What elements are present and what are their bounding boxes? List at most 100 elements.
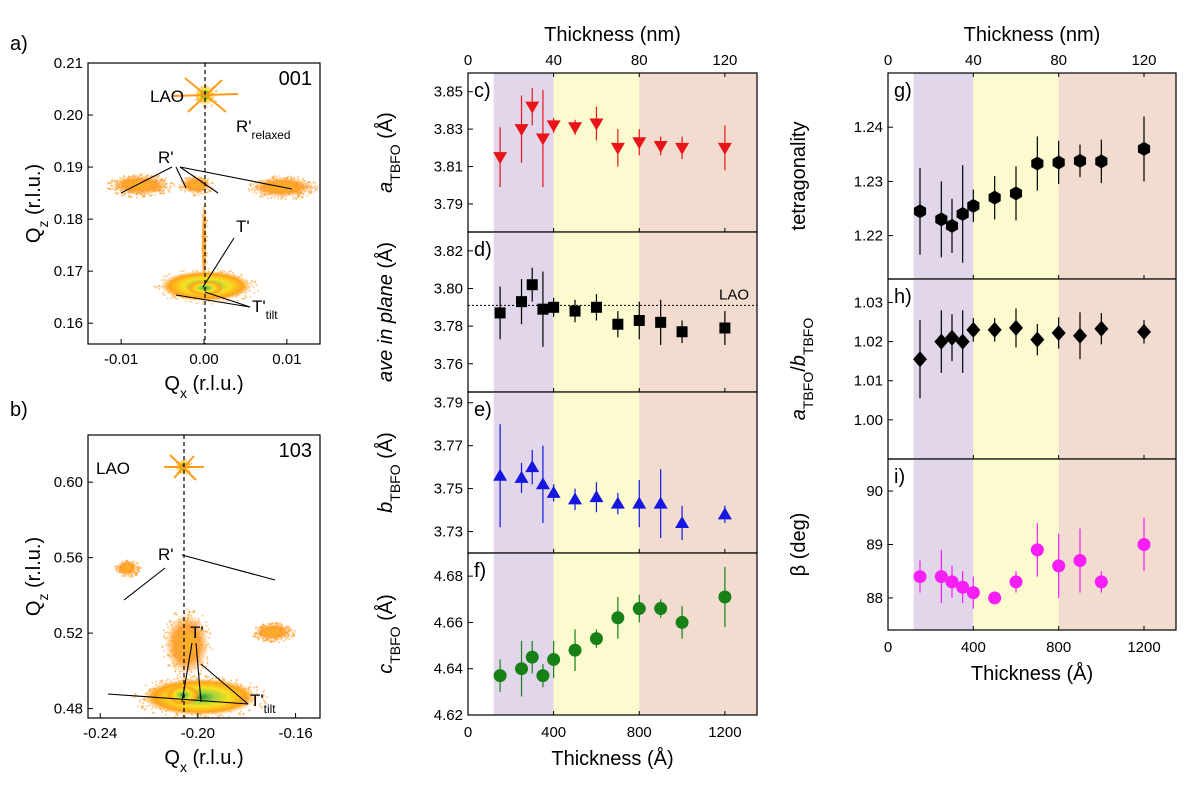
speckle (169, 187, 171, 190)
speckle (263, 694, 265, 696)
speckle (180, 180, 182, 183)
speckle (227, 716, 230, 718)
speckle (215, 677, 217, 680)
y-axis-label: aTBFO (Å) (374, 112, 403, 193)
speckle (155, 680, 158, 683)
panel-c: 3.79 3.81 3.83 3.85 c) aTBFO (Å) (374, 72, 758, 233)
y-tick-label: 4.66 (434, 614, 463, 631)
speckle (266, 696, 268, 698)
intensity-blob (254, 623, 292, 641)
speckle (215, 90, 218, 93)
speckle (163, 294, 166, 296)
speckle (262, 196, 264, 198)
x-tick-label: 400 (961, 639, 986, 656)
data-point (1095, 154, 1108, 169)
speckle (249, 185, 252, 187)
y-axis-label: tetragonality (788, 122, 810, 231)
x-tick-label: 0.00 (189, 351, 218, 368)
speckle (236, 299, 239, 302)
speckle (223, 678, 226, 681)
speckle (167, 297, 169, 300)
speckle (154, 194, 157, 196)
speckle (287, 175, 290, 178)
x-top-tick-label: 80 (631, 52, 648, 69)
speckle (207, 178, 209, 181)
speckle (251, 280, 254, 283)
speckle (162, 292, 165, 295)
x-top-tick-label: 0 (884, 52, 892, 69)
thickness-region-band (493, 392, 554, 553)
speckle (157, 175, 160, 177)
panel-f: 4.62 4.64 4.66 4.68 f) cTBFO (Å) (374, 552, 758, 724)
speckle (208, 300, 210, 303)
data-point (718, 590, 732, 604)
speckle (188, 610, 190, 613)
data-point (934, 333, 949, 350)
speckle (314, 182, 316, 184)
speckle (116, 193, 119, 195)
speckle (160, 679, 163, 682)
speckle (120, 194, 123, 197)
annotation-label-sub: relaxed (252, 128, 291, 142)
speckle (166, 623, 168, 625)
speckle (130, 196, 133, 199)
speckle (284, 638, 287, 641)
speckle (245, 296, 248, 299)
speckle (260, 195, 262, 197)
speckle (205, 191, 208, 194)
speckle (195, 194, 197, 196)
data-point (525, 650, 539, 664)
speckle (209, 646, 211, 649)
speckle (238, 712, 241, 714)
x-axis-label: Thickness (Å) (971, 662, 1093, 685)
speckle (144, 708, 146, 710)
speckle (214, 90, 217, 92)
speckle (161, 279, 163, 281)
speckle (116, 570, 118, 573)
speckle (257, 638, 260, 641)
speckle (283, 640, 285, 642)
y-tick-label: 3.78 (434, 318, 463, 335)
speckle (173, 678, 176, 680)
speckle (239, 713, 242, 716)
annotation-leader (181, 554, 276, 581)
speckle (279, 622, 281, 625)
thickness-region-band (493, 553, 554, 715)
panels-c-to-f: 3.793.813.833.85 c)aTBFO (Å)LAO3.763.783.… (374, 24, 758, 770)
speckle (290, 175, 292, 178)
speckle (225, 300, 228, 303)
speckle (198, 194, 201, 197)
annotation-leader (123, 567, 166, 601)
speckle (277, 197, 279, 200)
data-point (514, 124, 529, 137)
speckle (253, 704, 255, 706)
y-axis-label-part: c (375, 664, 397, 674)
thickness-region-band (1058, 73, 1176, 279)
speckle (174, 670, 177, 673)
speckle (205, 254, 208, 257)
speckle (179, 672, 181, 675)
speckle (176, 678, 179, 680)
speckle (130, 575, 133, 577)
panel-label: d) (474, 239, 492, 261)
speckle (153, 285, 155, 288)
speckle (207, 716, 210, 718)
data-point (945, 329, 959, 346)
y-tick-label: 0.60 (54, 474, 83, 491)
panel-g: 1.22 1.23 1.24 g) tetragonality (788, 72, 1177, 280)
speckle (180, 189, 182, 191)
speckle (141, 195, 144, 197)
y-tick-label: 3.80 (434, 280, 463, 297)
speckle (286, 637, 289, 639)
speckle (264, 701, 266, 704)
annotation-leader (175, 166, 187, 189)
y-tick-label: 3.79 (434, 395, 463, 412)
y-axis-label-part: a (788, 409, 810, 420)
speckle (286, 625, 288, 627)
data-point (525, 101, 540, 114)
speckle (150, 708, 153, 710)
speckle (132, 696, 134, 698)
speckle (257, 289, 260, 292)
speckle (148, 194, 151, 197)
data-point (654, 602, 668, 616)
